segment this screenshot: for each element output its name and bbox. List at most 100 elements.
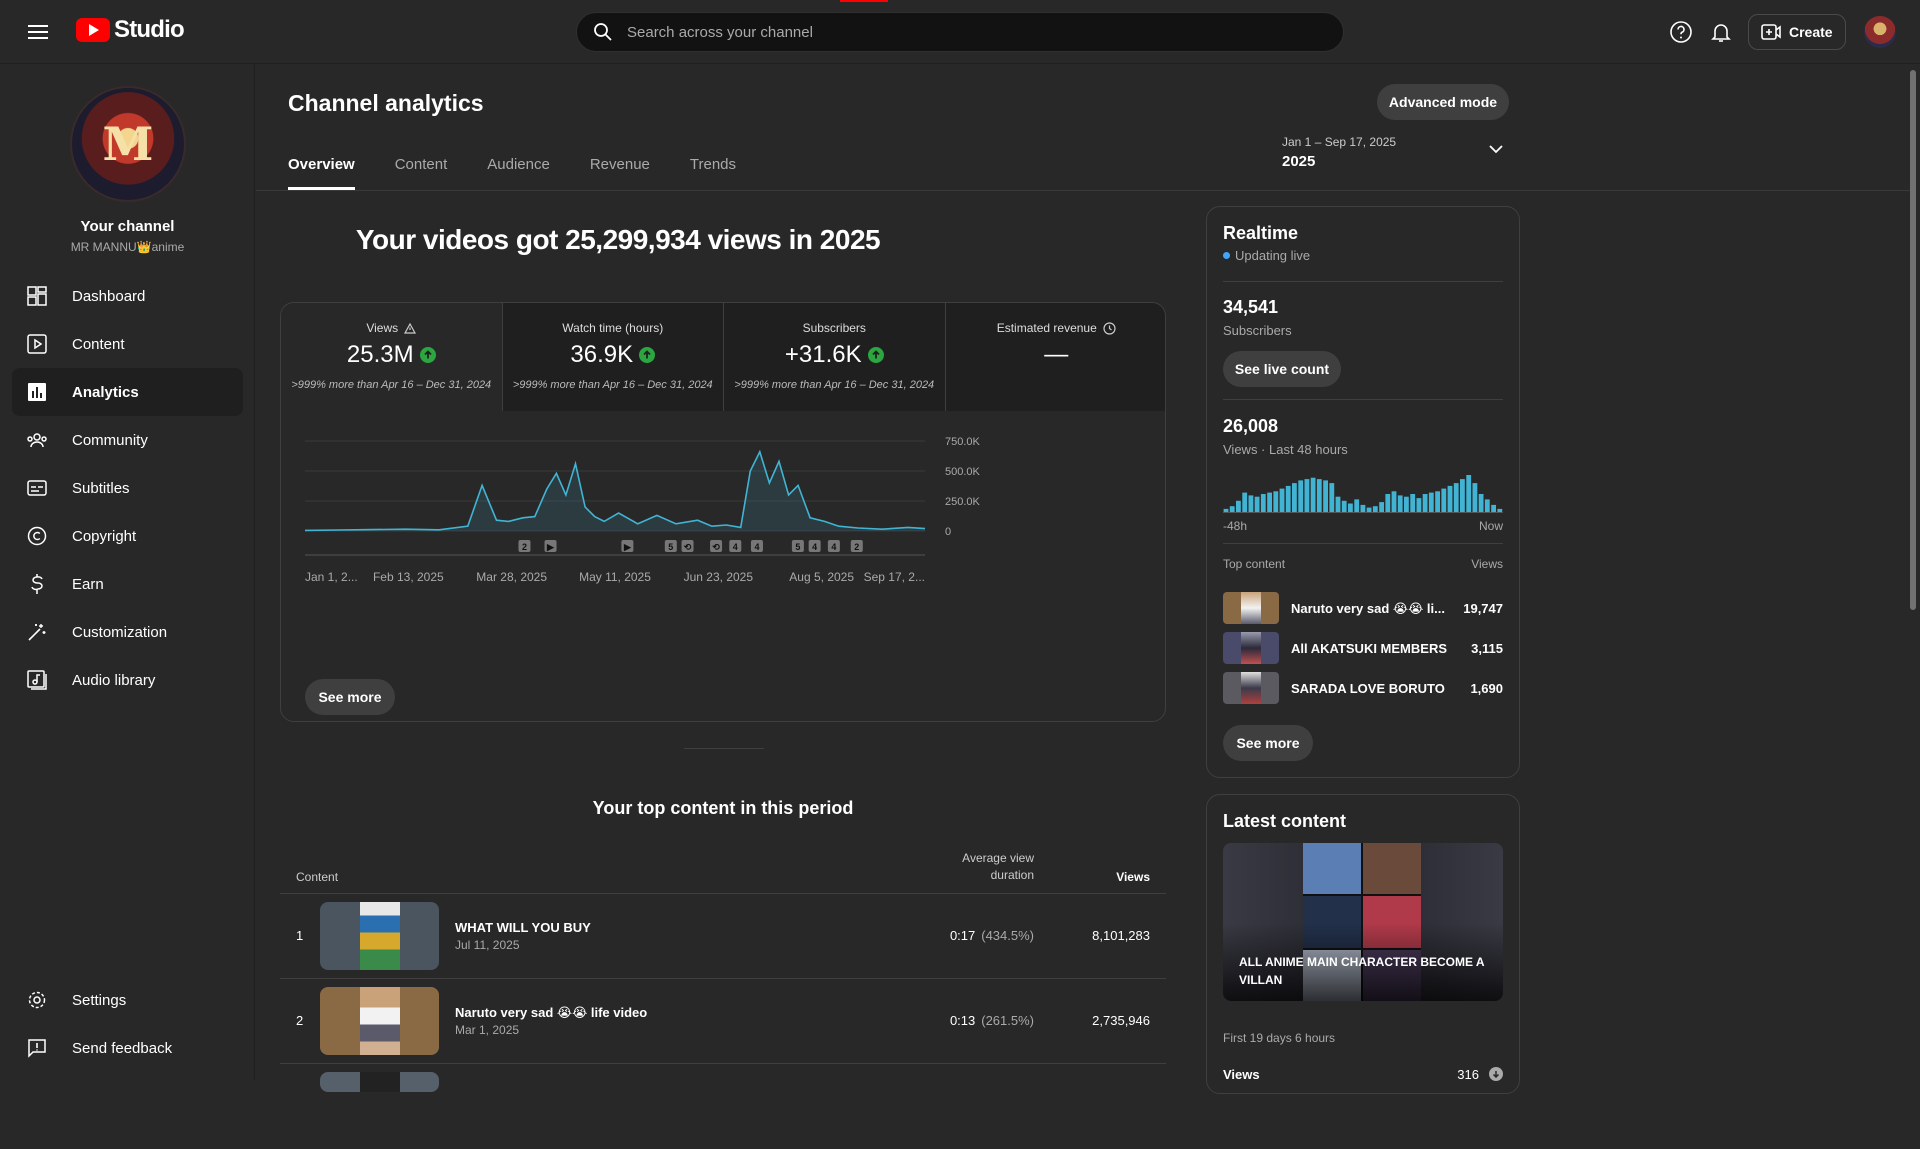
account-avatar[interactable] bbox=[1864, 16, 1896, 48]
help-icon[interactable] bbox=[1669, 20, 1693, 44]
tab-content[interactable]: Content bbox=[394, 156, 448, 173]
see-more-button[interactable]: See more bbox=[305, 679, 395, 715]
sidebar-item-content[interactable]: Content bbox=[12, 320, 243, 368]
menu-icon[interactable] bbox=[22, 18, 54, 46]
realtime-bar[interactable] bbox=[1335, 496, 1341, 513]
realtime-bar[interactable] bbox=[1248, 495, 1254, 513]
advanced-mode-button[interactable]: Advanced mode bbox=[1377, 84, 1509, 120]
channel-avatar[interactable]: M bbox=[72, 88, 184, 200]
realtime-bar[interactable] bbox=[1310, 477, 1316, 513]
timeline-marker[interactable] bbox=[544, 540, 557, 552]
list-item[interactable]: All AKATSUKI MEMBERS ... 3,115 bbox=[1223, 632, 1503, 666]
realtime-bar[interactable] bbox=[1273, 491, 1279, 513]
realtime-bar[interactable] bbox=[1397, 495, 1403, 513]
timeline-marker[interactable] bbox=[621, 540, 634, 552]
series-line[interactable] bbox=[304, 449, 926, 532]
realtime-bar[interactable] bbox=[1242, 492, 1248, 513]
realtime-bar[interactable] bbox=[1354, 499, 1360, 513]
video-thumbnail[interactable] bbox=[320, 987, 439, 1055]
timeline-marker[interactable] bbox=[827, 540, 840, 552]
realtime-bar[interactable] bbox=[1341, 500, 1347, 513]
realtime-bar[interactable] bbox=[1260, 494, 1266, 513]
realtime-bar[interactable] bbox=[1316, 479, 1322, 513]
metric-subscribers[interactable]: Subscribers +31.6K >999% more than Apr 1… bbox=[724, 303, 946, 411]
realtime-bar[interactable] bbox=[1441, 488, 1447, 513]
tab-revenue[interactable]: Revenue bbox=[589, 156, 650, 173]
timeline-marker[interactable] bbox=[664, 540, 677, 552]
table-row[interactable]: 1 WHAT WILL YOU BUY Jul 11, 2025 0:17 (43… bbox=[280, 894, 1166, 979]
tab-trends[interactable]: Trends bbox=[689, 156, 737, 173]
col-views[interactable]: Views bbox=[1116, 870, 1150, 884]
sidebar-item-send-feedback[interactable]: Send feedback bbox=[12, 1024, 243, 1072]
table-row[interactable]: 2 Naruto very sad 😭😭 life video Mar 1, 2… bbox=[280, 979, 1166, 1064]
realtime-bar[interactable] bbox=[1279, 488, 1285, 513]
sidebar-item-analytics[interactable]: Analytics bbox=[12, 368, 243, 416]
realtime-bar[interactable] bbox=[1254, 496, 1260, 513]
realtime-bar[interactable] bbox=[1466, 475, 1472, 513]
timeline-marker[interactable] bbox=[729, 540, 742, 552]
realtime-bar[interactable] bbox=[1472, 483, 1478, 513]
col-avg-duration[interactable]: Average view duration bbox=[962, 851, 1034, 882]
video-title[interactable]: Naruto very sad 😭😭 life video bbox=[455, 1005, 648, 1020]
list-item[interactable]: Naruto very sad 😭😭 li... 19,747 bbox=[1223, 592, 1503, 626]
timeline-marker[interactable] bbox=[750, 540, 763, 552]
metric-revenue[interactable]: Estimated revenue — bbox=[945, 303, 1165, 411]
realtime-bar[interactable] bbox=[1460, 479, 1465, 513]
tab-overview[interactable]: Overview bbox=[288, 156, 355, 190]
sidebar-item-dashboard[interactable]: Dashboard bbox=[12, 272, 243, 320]
realtime-bar[interactable] bbox=[1491, 504, 1496, 513]
studio-logo[interactable]: Studio bbox=[76, 16, 185, 44]
search-bar[interactable]: Search across your channel bbox=[576, 12, 1344, 52]
realtime-bar[interactable] bbox=[1348, 503, 1353, 514]
timeline-marker[interactable] bbox=[518, 540, 531, 552]
sidebar-item-subtitles[interactable]: Subtitles bbox=[12, 464, 243, 512]
latest-video-thumbnail[interactable]: ALL ANIME MAIN CHARACTER BECOME A VILLAN bbox=[1223, 843, 1503, 1001]
list-item[interactable]: SARADA LOVE BORUTO ... 1,690 bbox=[1223, 672, 1503, 706]
realtime-bar[interactable] bbox=[1497, 508, 1503, 513]
realtime-see-more-button[interactable]: See more bbox=[1223, 725, 1313, 761]
realtime-bar[interactable] bbox=[1478, 494, 1484, 513]
scrollbar-thumb[interactable] bbox=[1910, 70, 1916, 610]
realtime-bar[interactable] bbox=[1304, 479, 1310, 513]
sidebar-item-customization[interactable]: Customization bbox=[12, 608, 243, 656]
chevron-down-icon[interactable] bbox=[1488, 144, 1504, 154]
realtime-bar[interactable] bbox=[1404, 496, 1409, 513]
realtime-bar[interactable] bbox=[1267, 492, 1272, 513]
clock-icon[interactable] bbox=[1103, 321, 1116, 335]
realtime-bar[interactable] bbox=[1484, 499, 1490, 513]
create-button[interactable]: Create bbox=[1748, 14, 1846, 50]
realtime-bar[interactable] bbox=[1229, 506, 1235, 513]
sidebar-item-audio-library[interactable]: Audio library bbox=[12, 656, 243, 704]
sidebar-item-earn[interactable]: Earn bbox=[12, 560, 243, 608]
realtime-bar[interactable] bbox=[1435, 491, 1440, 513]
timeline-marker[interactable] bbox=[710, 540, 723, 552]
timeline-marker[interactable] bbox=[850, 540, 863, 552]
notifications-icon[interactable] bbox=[1709, 20, 1733, 44]
sidebar-item-community[interactable]: Community bbox=[12, 416, 243, 464]
realtime-bar[interactable] bbox=[1453, 483, 1459, 513]
realtime-bar[interactable] bbox=[1292, 483, 1297, 513]
realtime-bar[interactable] bbox=[1366, 507, 1372, 513]
search-input[interactable]: Search across your channel bbox=[627, 23, 813, 41]
realtime-bar[interactable] bbox=[1447, 485, 1453, 513]
see-live-count-button[interactable]: See live count bbox=[1223, 351, 1341, 387]
realtime-bar[interactable] bbox=[1323, 480, 1328, 513]
video-thumbnail[interactable] bbox=[320, 902, 439, 970]
warning-icon[interactable] bbox=[404, 322, 417, 334]
realtime-bar[interactable] bbox=[1410, 494, 1416, 513]
views-chart[interactable]: 750.0K 500.0K 250.0K 0 2 ▶ ▶ 5 ⟲ ⟲ 4 4 5 4 4 2 Jan 1, 2.… bbox=[281, 423, 1166, 623]
realtime-bar[interactable] bbox=[1379, 502, 1384, 513]
realtime-bar[interactable] bbox=[1422, 494, 1428, 513]
realtime-bar[interactable] bbox=[1372, 506, 1378, 513]
realtime-bar[interactable] bbox=[1391, 491, 1397, 513]
tab-audience[interactable]: Audience bbox=[487, 156, 550, 173]
realtime-bar[interactable] bbox=[1329, 483, 1335, 513]
timeline-marker[interactable] bbox=[808, 540, 821, 552]
realtime-bar[interactable] bbox=[1236, 500, 1241, 513]
date-range-picker[interactable]: Jan 1 – Sep 17, 2025 2025 bbox=[1282, 135, 1396, 170]
realtime-bar[interactable] bbox=[1285, 485, 1291, 513]
realtime-bar[interactable] bbox=[1428, 492, 1434, 513]
video-thumbnail[interactable] bbox=[320, 1072, 439, 1092]
realtime-bar-chart[interactable] bbox=[1223, 471, 1503, 513]
realtime-bar[interactable] bbox=[1360, 504, 1366, 513]
